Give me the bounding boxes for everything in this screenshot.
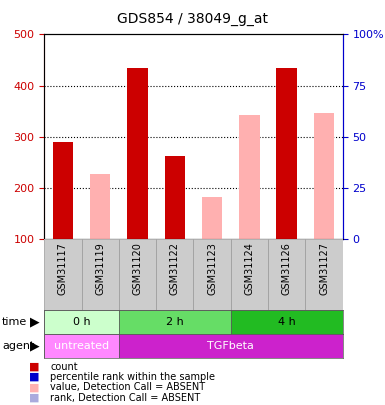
Bar [119, 334, 343, 358]
Text: TGFbeta: TGFbeta [207, 341, 254, 351]
Text: 4 h: 4 h [278, 317, 296, 327]
Text: GSM31127: GSM31127 [319, 243, 329, 296]
Text: GSM31123: GSM31123 [207, 243, 217, 295]
Bar [202, 196, 223, 239]
Text: 0 h: 0 h [73, 317, 90, 327]
Bar [90, 173, 110, 239]
Bar [231, 239, 268, 310]
Bar [119, 239, 156, 310]
Text: GSM31122: GSM31122 [170, 243, 180, 296]
Text: ■: ■ [29, 372, 40, 382]
Text: GSM31120: GSM31120 [132, 243, 142, 295]
Text: time: time [2, 317, 27, 327]
Text: percentile rank within the sample: percentile rank within the sample [50, 372, 215, 382]
Text: GSM31119: GSM31119 [95, 243, 105, 295]
Bar [156, 239, 194, 310]
Text: count: count [50, 362, 78, 372]
Bar [44, 310, 119, 334]
Text: ▶: ▶ [30, 315, 39, 328]
Text: 2 h: 2 h [166, 317, 184, 327]
Text: rank, Detection Call = ABSENT: rank, Detection Call = ABSENT [50, 393, 200, 403]
Text: ▶: ▶ [30, 340, 39, 353]
Bar [164, 156, 185, 239]
Text: GSM31117: GSM31117 [58, 243, 68, 295]
Text: agent: agent [2, 341, 34, 351]
Bar [231, 310, 343, 334]
Text: value, Detection Call = ABSENT: value, Detection Call = ABSENT [50, 382, 205, 392]
Text: GSM31124: GSM31124 [244, 243, 254, 295]
Bar [44, 334, 119, 358]
Text: ■: ■ [29, 382, 40, 392]
Text: ■: ■ [29, 393, 40, 403]
Text: GSM31126: GSM31126 [282, 243, 292, 295]
Bar [314, 113, 334, 239]
Bar [276, 68, 297, 239]
Bar [119, 310, 231, 334]
Bar [53, 142, 73, 239]
Bar [268, 239, 305, 310]
Bar [127, 68, 148, 239]
Text: GDS854 / 38049_g_at: GDS854 / 38049_g_at [117, 12, 268, 26]
Bar [194, 239, 231, 310]
Bar [82, 239, 119, 310]
Bar [44, 239, 82, 310]
Bar [305, 239, 343, 310]
Text: untreated: untreated [54, 341, 109, 351]
Text: ■: ■ [29, 362, 40, 372]
Bar [239, 115, 259, 239]
